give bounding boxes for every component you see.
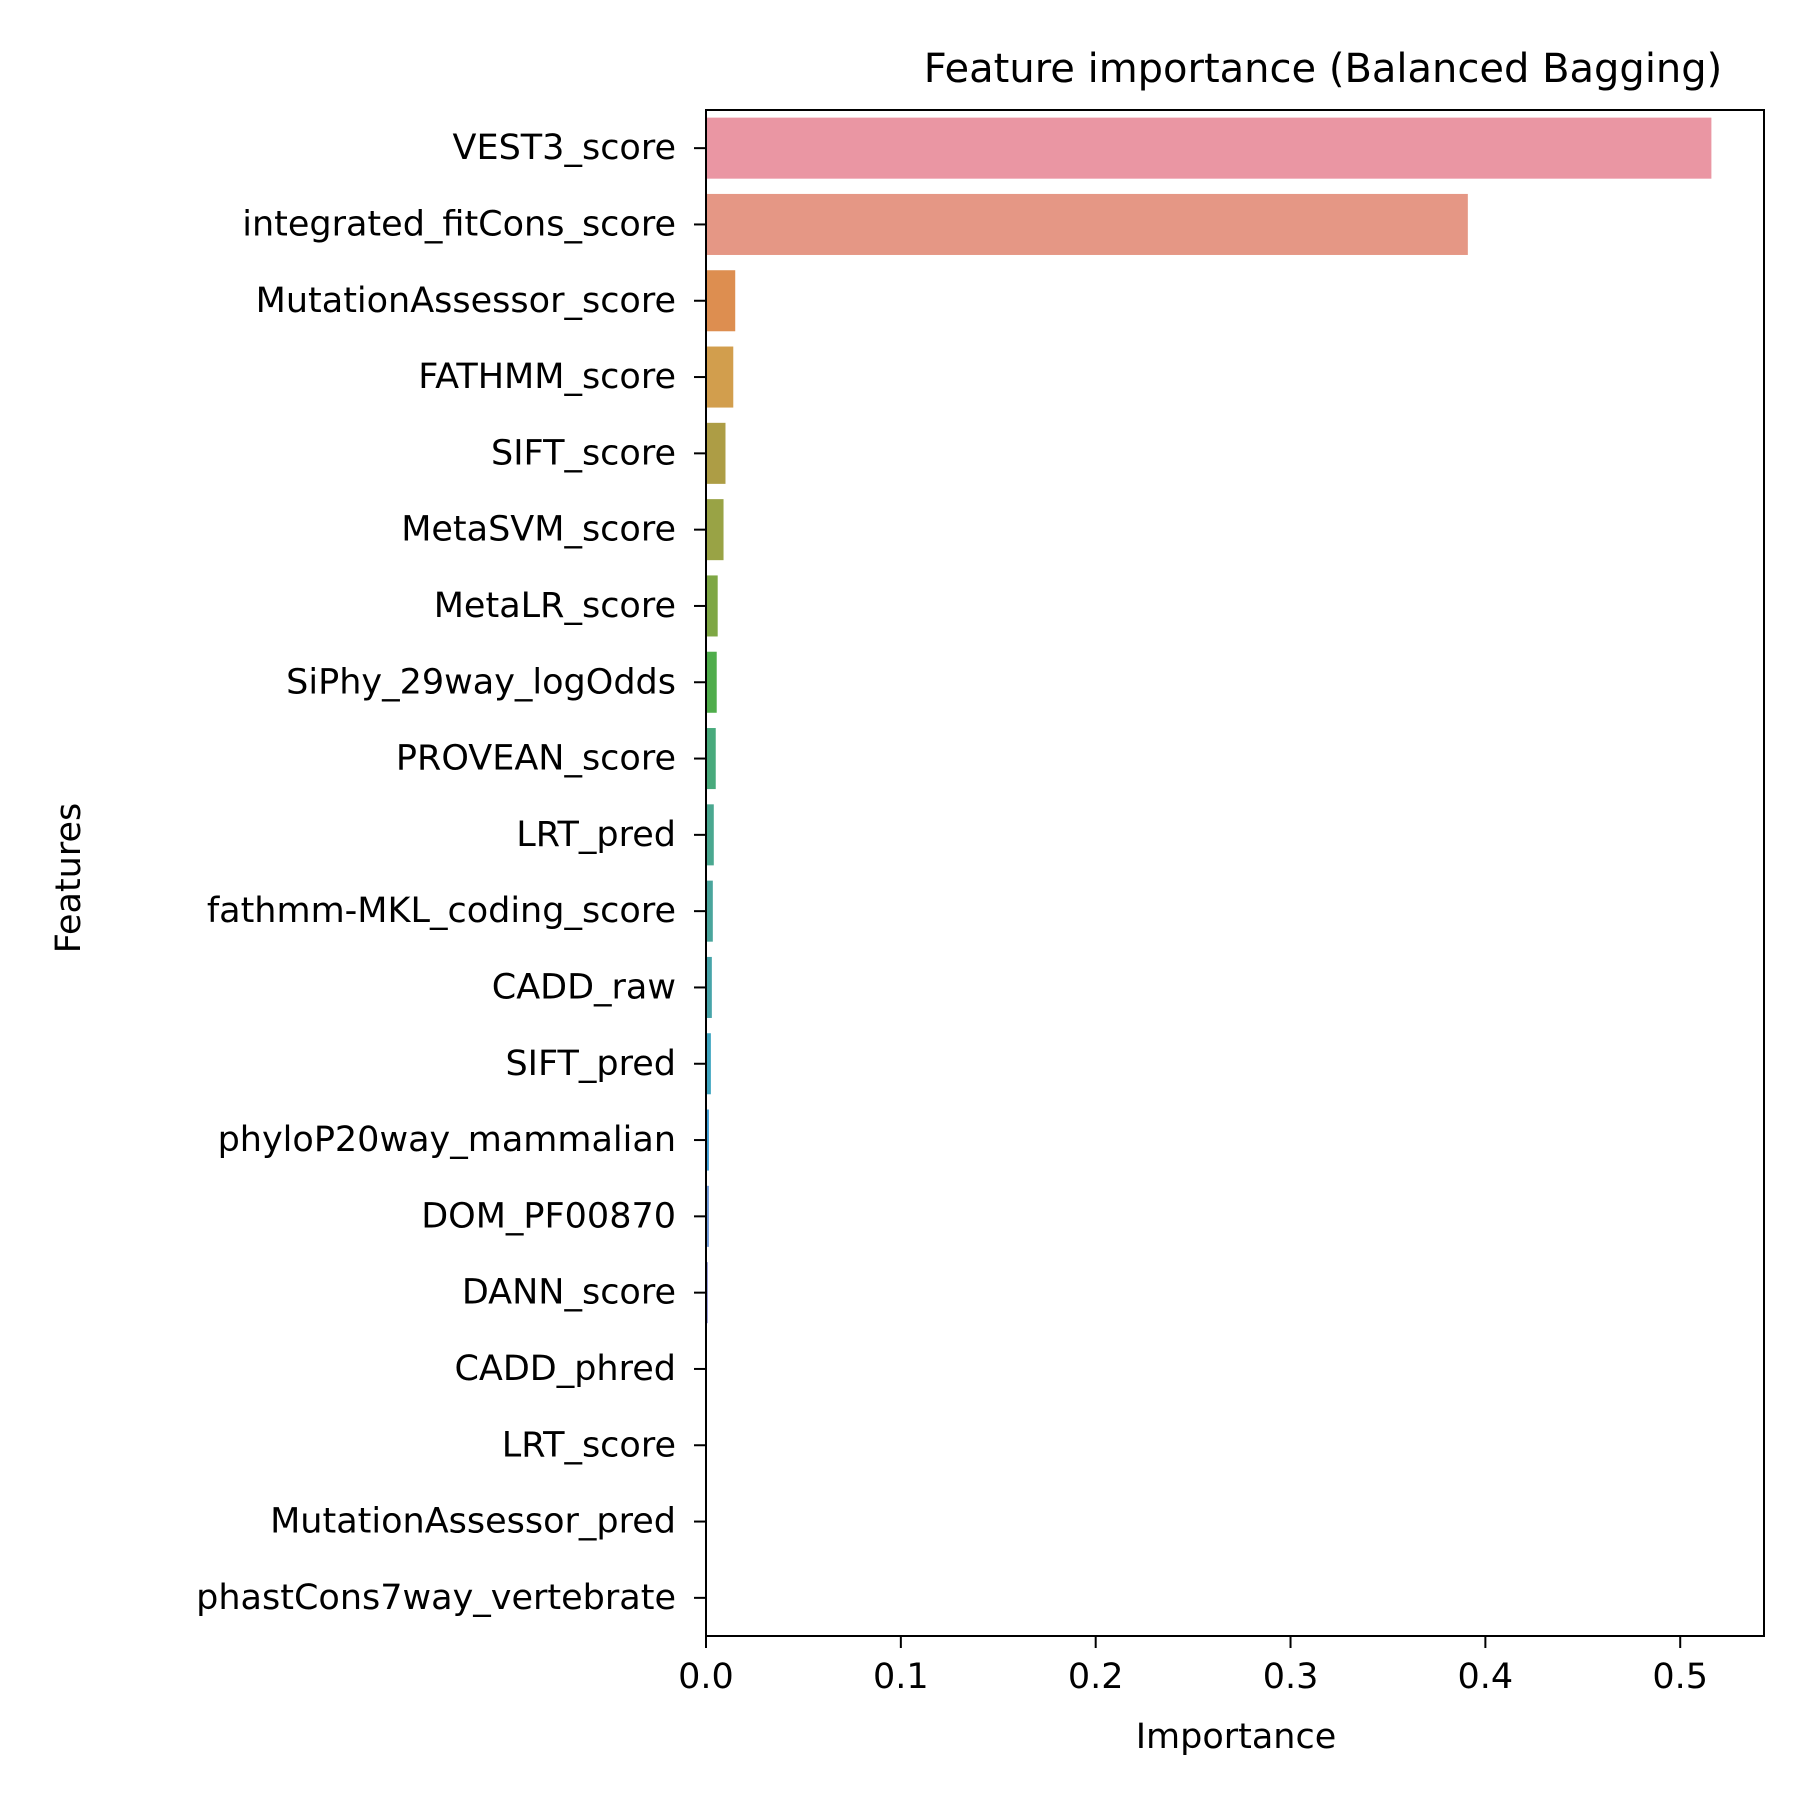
y-tick-label: FATHMM_score	[418, 357, 676, 397]
y-tick-label: PROVEAN_score	[396, 739, 676, 779]
bar-vest3-score	[706, 117, 1712, 179]
y-tick-label: phyloP20way_mammalian	[218, 1120, 676, 1160]
bar-phylop20way-mammalian	[706, 1109, 709, 1171]
y-tick-label: MutationAssessor_pred	[270, 1502, 676, 1542]
bar-integrated-fitcons-score	[706, 193, 1468, 255]
y-axis-label: Features	[49, 803, 89, 954]
y-tick-label: VEST3_score	[453, 128, 676, 168]
bar-dom-pf00870	[706, 1185, 709, 1247]
x-tick-label: 0.2	[1068, 1657, 1124, 1697]
y-tick-label: SIFT_pred	[505, 1044, 676, 1084]
y-tick-label: CADD_phred	[454, 1349, 676, 1389]
y-tick-label: MetaSVM_score	[401, 510, 676, 550]
bar-fathmm-score	[706, 346, 734, 408]
y-tick-label: DOM_PF00870	[421, 1196, 676, 1236]
bar-cadd-raw	[706, 956, 712, 1018]
y-tick-label: MutationAssessor_score	[256, 281, 676, 321]
y-tick-label: DANN_score	[462, 1273, 676, 1313]
x-axis-ticks: 0.0 0.1 0.2 0.3 0.4 0.5	[678, 1636, 1708, 1697]
y-tick-label: LRT_score	[502, 1425, 676, 1465]
x-tick-label: 0.5	[1652, 1657, 1708, 1697]
y-axis-ticks: VEST3_score integrated_fitCons_score Mutat…	[196, 128, 706, 1618]
bar-metasvm-score	[706, 499, 724, 561]
y-tick-label: LRT_pred	[516, 815, 676, 855]
bars-group	[706, 117, 1712, 1324]
y-tick-label: CADD_raw	[492, 967, 676, 1007]
y-tick-label: fathmm-MKL_coding_score	[207, 891, 676, 931]
y-tick-label: integrated_fitCons_score	[242, 204, 676, 244]
bar-siphy-29way-logodds	[706, 651, 717, 713]
plot-area-frame	[705, 109, 1765, 1637]
y-tick-label: SiPhy_29way_logOdds	[286, 662, 676, 702]
bar-sift-score	[706, 422, 726, 484]
x-tick-label: 0.1	[873, 1657, 929, 1697]
x-axis-label: Importance	[1136, 1717, 1337, 1757]
bar-sift-pred	[706, 1033, 711, 1095]
y-tick-label: SIFT_score	[491, 433, 676, 473]
x-tick-label: 0.3	[1263, 1657, 1319, 1697]
x-tick-label: 0.0	[678, 1657, 734, 1697]
chart-title: Feature importance (Balanced Bagging)	[924, 46, 1723, 92]
bar-fathmm-mkl-coding-score	[706, 880, 713, 942]
y-tick-label: MetaLR_score	[434, 586, 676, 626]
bar-lrt-pred	[706, 804, 714, 866]
y-tick-label: phastCons7way_vertebrate	[196, 1578, 676, 1618]
bar-provean-score	[706, 728, 716, 790]
bar-metalr-score	[706, 575, 718, 637]
x-tick-label: 0.4	[1458, 1657, 1514, 1697]
bar-mutationassessor-score	[706, 270, 736, 332]
